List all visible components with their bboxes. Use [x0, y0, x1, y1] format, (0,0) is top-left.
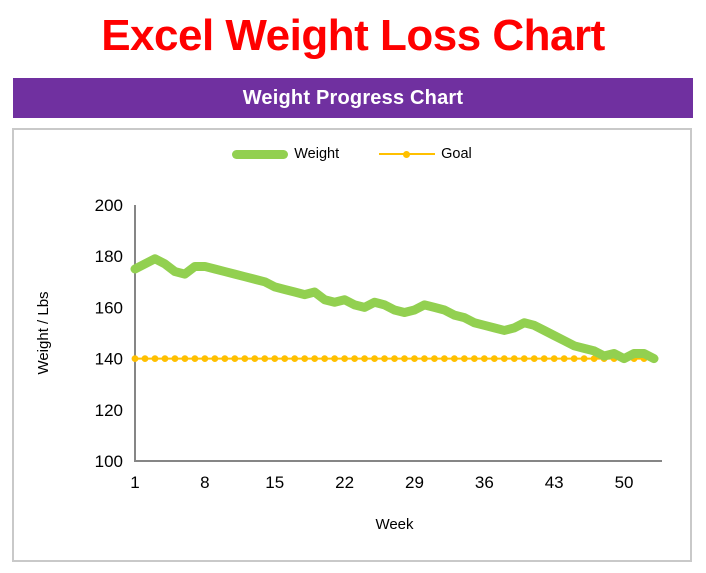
x-axis-tick-labels: 1 8 15 22 29 36 43 50 [130, 473, 633, 492]
legend-item-weight[interactable]: Weight [232, 146, 339, 162]
goal-marker [391, 355, 398, 362]
goal-marker [341, 355, 348, 362]
x-axis-title: Week [375, 516, 414, 533]
goal-marker [460, 355, 468, 362]
y-axis-title: Weight / Lbs [35, 291, 52, 374]
y-axis-tick-labels: 200 180 160 140 120 100 [95, 196, 123, 471]
goal-marker [401, 355, 408, 362]
goal-marker [540, 355, 548, 362]
goal-marker [331, 355, 339, 362]
goal-marker [590, 355, 598, 362]
series-line-weight [130, 254, 659, 364]
legend-swatch-weight-icon [232, 149, 289, 159]
goal-marker [371, 355, 378, 362]
goal-marker [490, 355, 498, 362]
y-tick-label: 140 [95, 350, 123, 369]
chart-banner-label: Weight Progress Chart [242, 86, 464, 109]
goal-marker [580, 355, 588, 362]
goal-marker [381, 355, 388, 362]
goal-marker [191, 355, 199, 362]
goal-marker [261, 355, 269, 362]
goal-marker [480, 355, 488, 362]
goal-marker [431, 355, 438, 362]
goal-marker [530, 355, 538, 362]
page-title: Excel Weight Loss Chart [101, 11, 605, 60]
series-markers-goal [131, 355, 658, 362]
goal-marker [151, 355, 159, 362]
goal-marker [570, 355, 578, 362]
y-tick-label: 100 [95, 452, 123, 471]
x-tick-label: 22 [335, 473, 354, 492]
goal-marker [301, 355, 309, 362]
y-tick-label: 120 [95, 401, 123, 420]
x-tick-label: 43 [545, 473, 564, 492]
x-tick-label: 50 [615, 473, 634, 492]
goal-marker [141, 355, 149, 362]
chart-legend: Weight Goal [14, 146, 690, 162]
goal-marker [221, 355, 229, 362]
chart-container: Weight Goal 200 180 160 140 120 100 1 8 15 22 29 3… [12, 128, 692, 562]
y-tick-label: 180 [95, 247, 123, 266]
goal-marker [560, 355, 568, 362]
goal-marker [211, 355, 219, 362]
goal-marker [470, 355, 478, 362]
goal-marker [321, 355, 329, 362]
y-tick-label: 160 [95, 298, 123, 317]
goal-marker [281, 355, 289, 362]
goal-marker [421, 355, 428, 362]
goal-marker [181, 355, 189, 362]
legend-label-weight: Weight [294, 146, 340, 162]
goal-marker [441, 355, 448, 362]
goal-marker [311, 355, 319, 362]
goal-marker [161, 355, 169, 362]
goal-marker [231, 355, 239, 362]
x-tick-label: 36 [475, 473, 494, 492]
legend-label-goal: Goal [441, 146, 472, 162]
goal-marker [291, 355, 299, 362]
x-tick-label: 1 [130, 473, 139, 492]
chart-plot: 200 180 160 140 120 100 1 8 15 22 29 36 43 50 Weight… [35, 196, 662, 533]
x-tick-label: 29 [405, 473, 424, 492]
goal-marker [201, 355, 209, 362]
goal-marker [500, 355, 508, 362]
x-tick-label: 15 [265, 473, 284, 492]
legend-swatch-goal-icon [379, 150, 436, 159]
goal-marker [520, 355, 528, 362]
x-tick-label: 8 [200, 473, 209, 492]
goal-marker [251, 355, 259, 362]
goal-marker [411, 355, 418, 362]
goal-marker [510, 355, 518, 362]
goal-marker [131, 355, 139, 362]
goal-marker [171, 355, 179, 362]
y-tick-label: 200 [95, 196, 123, 215]
goal-marker [241, 355, 249, 362]
goal-marker [351, 355, 358, 362]
chart-axes [134, 205, 662, 462]
goal-marker [450, 355, 458, 362]
chart-banner: Weight Progress Chart [13, 78, 693, 118]
legend-item-goal[interactable]: Goal [379, 146, 472, 162]
goal-marker [271, 355, 279, 362]
goal-marker [361, 355, 368, 362]
goal-marker [550, 355, 558, 362]
